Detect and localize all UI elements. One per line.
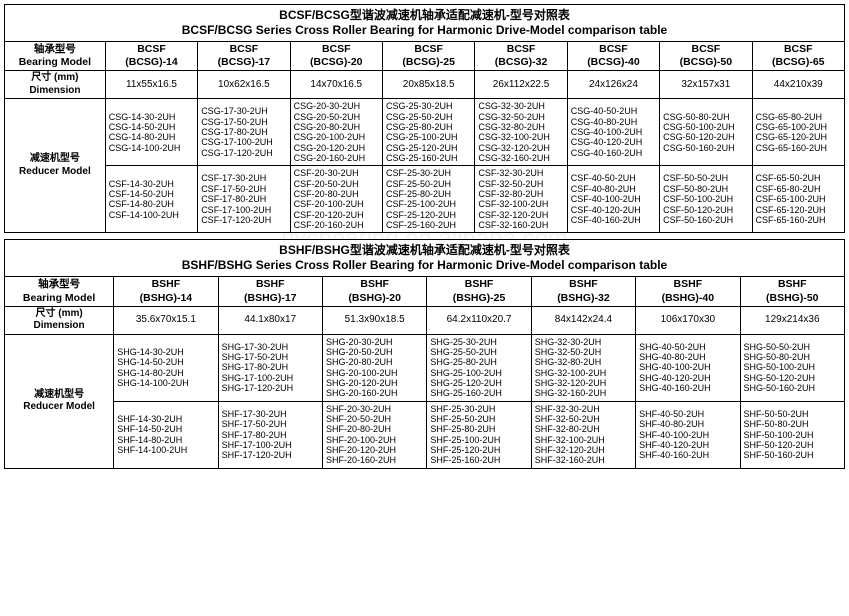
csg-cell: CSG-40-50-2UHCSG-40-80-2UHCSG-40-100-2UH… — [567, 99, 659, 166]
col0-header: 轴承型号 Bearing Model — [5, 42, 106, 71]
csg-cell: CSG-32-30-2UHCSG-32-50-2UHCSG-32-80-2UHC… — [475, 99, 567, 166]
col0-header-en: Bearing Model — [7, 56, 103, 69]
csg-cell: CSG-20-30-2UHCSG-20-50-2UHCSG-20-80-2UHC… — [290, 99, 382, 166]
col-header: BCSF(BCSG)-20 — [290, 42, 382, 71]
dim-cell: 24x126x24 — [567, 71, 659, 99]
csf-cell: CSF-65-50-2UHCSF-65-80-2UHCSF-65-100-2UH… — [752, 166, 844, 233]
reducer-row-shg: 减速机型号 Reducer Model SHG-14-30-2UHSHG-14-… — [5, 334, 845, 401]
shf-cell: SHF-50-50-2UHSHF-50-80-2UHSHF-50-100-2UH… — [740, 401, 844, 468]
col-header: BCSF(BCSG)-32 — [475, 42, 567, 71]
csg-cell: CSG-14-30-2UHCSG-14-50-2UHCSG-14-80-2UHC… — [105, 99, 197, 166]
col0-header-cn: 轴承型号 — [7, 43, 103, 56]
col-header: BSHF(BSHG)-17 — [218, 277, 322, 306]
col-header: BCSF(BCSG)-50 — [660, 42, 752, 71]
dim-cell: 10x62x16.5 — [198, 71, 290, 99]
bcsf-bcsg-table: BCSF/BCSG型谐波减速机轴承适配减速机-型号对照表 BCSF/BCSG S… — [4, 4, 845, 233]
table1-title-en: BCSF/BCSG Series Cross Roller Bearing fo… — [5, 23, 844, 38]
table2-title: BSHF/BSHG型谐波减速机轴承适配减速机-型号对照表 BSHF/BSHG S… — [5, 240, 845, 277]
reducer-label: 减速机型号 Reducer Model — [5, 334, 114, 468]
col-header: BCSF(BCSG)-65 — [752, 42, 844, 71]
csf-cell: CSF-14-30-2UHCSF-14-50-2UHCSF-14-80-2UHC… — [105, 166, 197, 233]
col-header: BSHF(BSHG)-32 — [531, 277, 635, 306]
col0-header: 轴承型号 Bearing Model — [5, 277, 114, 306]
shg-cell: SHG-20-30-2UHSHG-20-50-2UHSHG-20-80-2UHS… — [322, 334, 426, 401]
dim-label: 尺寸 (mm) Dimension — [5, 306, 114, 334]
shf-cell: SHF-25-30-2UHSHF-25-50-2UHSHF-25-80-2UHS… — [427, 401, 531, 468]
table1-title: BCSF/BCSG型谐波减速机轴承适配减速机-型号对照表 BCSF/BCSG S… — [5, 5, 845, 42]
dim-cell: 44.1x80x17 — [218, 306, 322, 334]
dim-cell: 35.6x70x15.1 — [114, 306, 218, 334]
shf-cell: SHF-32-30-2UHSHF-32-50-2UHSHF-32-80-2UHS… — [531, 401, 635, 468]
col-header: BCSF(BCSG)-17 — [198, 42, 290, 71]
table1-title-cn: BCSF/BCSG型谐波减速机轴承适配减速机-型号对照表 — [5, 8, 844, 23]
shg-cell: SHG-32-30-2UHSHG-32-50-2UHSHG-32-80-2UHS… — [531, 334, 635, 401]
col-header: BSHF(BSHG)-40 — [636, 277, 740, 306]
csg-cell: CSG-25-30-2UHCSG-25-50-2UHCSG-25-80-2UHC… — [382, 99, 474, 166]
dim-cell: 44x210x39 — [752, 71, 844, 99]
bshf-bshg-table: BSHF/BSHG型谐波减速机轴承适配减速机-型号对照表 BSHF/BSHG S… — [4, 239, 845, 468]
table2-header-row: 轴承型号 Bearing Model BSHF(BSHG)-14 BSHF(BS… — [5, 277, 845, 306]
dim-cell: 64.2x110x20.7 — [427, 306, 531, 334]
reducer-row-csf: CSF-14-30-2UHCSF-14-50-2UHCSF-14-80-2UHC… — [5, 166, 845, 233]
shf-cell: SHF-20-30-2UHSHF-20-50-2UHSHF-20-80-2UHS… — [322, 401, 426, 468]
csg-cell: CSG-50-80-2UHCSG-50-100-2UHCSG-50-120-2U… — [660, 99, 752, 166]
csf-cell: CSF-50-50-2UHCSF-50-80-2UHCSF-50-100-2UH… — [660, 166, 752, 233]
shg-cell: SHG-25-30-2UHSHG-25-50-2UHSHG-25-80-2UHS… — [427, 334, 531, 401]
dim-cell: 20x85x18.5 — [382, 71, 474, 99]
shg-cell: SHG-17-30-2UHSHG-17-50-2UHSHG-17-80-2UHS… — [218, 334, 322, 401]
dim-label: 尺寸 (mm) Dimension — [5, 71, 106, 99]
dim-cell: 51.3x90x18.5 — [322, 306, 426, 334]
col-header: BSHF(BSHG)-20 — [322, 277, 426, 306]
dimension-row: 尺寸 (mm) Dimension 11x55x16.5 10x62x16.5 … — [5, 71, 845, 99]
csg-cell: CSG-65-80-2UHCSG-65-100-2UHCSG-65-120-2U… — [752, 99, 844, 166]
csf-cell: CSF-20-30-2UHCSF-20-50-2UHCSF-20-80-2UHC… — [290, 166, 382, 233]
shg-cell: SHG-14-30-2UHSHG-14-50-2UHSHG-14-80-2UHS… — [114, 334, 218, 401]
dim-cell: 106x170x30 — [636, 306, 740, 334]
dim-cell: 11x55x16.5 — [105, 71, 197, 99]
dimension-row: 尺寸 (mm) Dimension 35.6x70x15.1 44.1x80x1… — [5, 306, 845, 334]
shg-cell: SHG-40-50-2UHSHG-40-80-2UHSHG-40-100-2UH… — [636, 334, 740, 401]
dim-cell: 26x112x22.5 — [475, 71, 567, 99]
csf-cell: CSF-17-30-2UHCSF-17-50-2UHCSF-17-80-2UHC… — [198, 166, 290, 233]
reducer-label: 减速机型号 Reducer Model — [5, 99, 106, 233]
col-header: BCSF(BCSG)-40 — [567, 42, 659, 71]
shg-cell: SHG-50-50-2UHSHG-50-80-2UHSHG-50-100-2UH… — [740, 334, 844, 401]
table2-title-cn: BSHF/BSHG型谐波减速机轴承适配减速机-型号对照表 — [5, 243, 844, 258]
shf-cell: SHF-17-30-2UHSHF-17-50-2UHSHF-17-80-2UHS… — [218, 401, 322, 468]
csg-cell: CSG-17-30-2UHCSG-17-50-2UHCSG-17-80-2UHC… — [198, 99, 290, 166]
dim-cell: 32x157x31 — [660, 71, 752, 99]
dim-cell: 14x70x16.5 — [290, 71, 382, 99]
table1-header-row: 轴承型号 Bearing Model BCSF(BCSG)-14 BCSF(BC… — [5, 42, 845, 71]
csf-cell: CSF-25-30-2UHCSF-25-50-2UHCSF-25-80-2UHC… — [382, 166, 474, 233]
dim-cell: 129x214x36 — [740, 306, 844, 334]
col-header: BCSF(BCSG)-14 — [105, 42, 197, 71]
csf-cell: CSF-32-30-2UHCSF-32-50-2UHCSF-32-80-2UHC… — [475, 166, 567, 233]
table2-title-en: BSHF/BSHG Series Cross Roller Bearing fo… — [5, 258, 844, 273]
shf-cell: SHF-40-50-2UHSHF-40-80-2UHSHF-40-100-2UH… — [636, 401, 740, 468]
col-header: BSHF(BSHG)-50 — [740, 277, 844, 306]
shf-cell: SHF-14-30-2UHSHF-14-50-2UHSHF-14-80-2UHS… — [114, 401, 218, 468]
csf-cell: CSF-40-50-2UHCSF-40-80-2UHCSF-40-100-2UH… — [567, 166, 659, 233]
dim-cell: 84x142x24.4 — [531, 306, 635, 334]
col-header: BSHF(BSHG)-25 — [427, 277, 531, 306]
col-header: BCSF(BCSG)-25 — [382, 42, 474, 71]
col-header: BSHF(BSHG)-14 — [114, 277, 218, 306]
reducer-row-csg: 减速机型号 Reducer Model CSG-14-30-2UHCSG-14-… — [5, 99, 845, 166]
reducer-row-shf: SHF-14-30-2UHSHF-14-50-2UHSHF-14-80-2UHS… — [5, 401, 845, 468]
